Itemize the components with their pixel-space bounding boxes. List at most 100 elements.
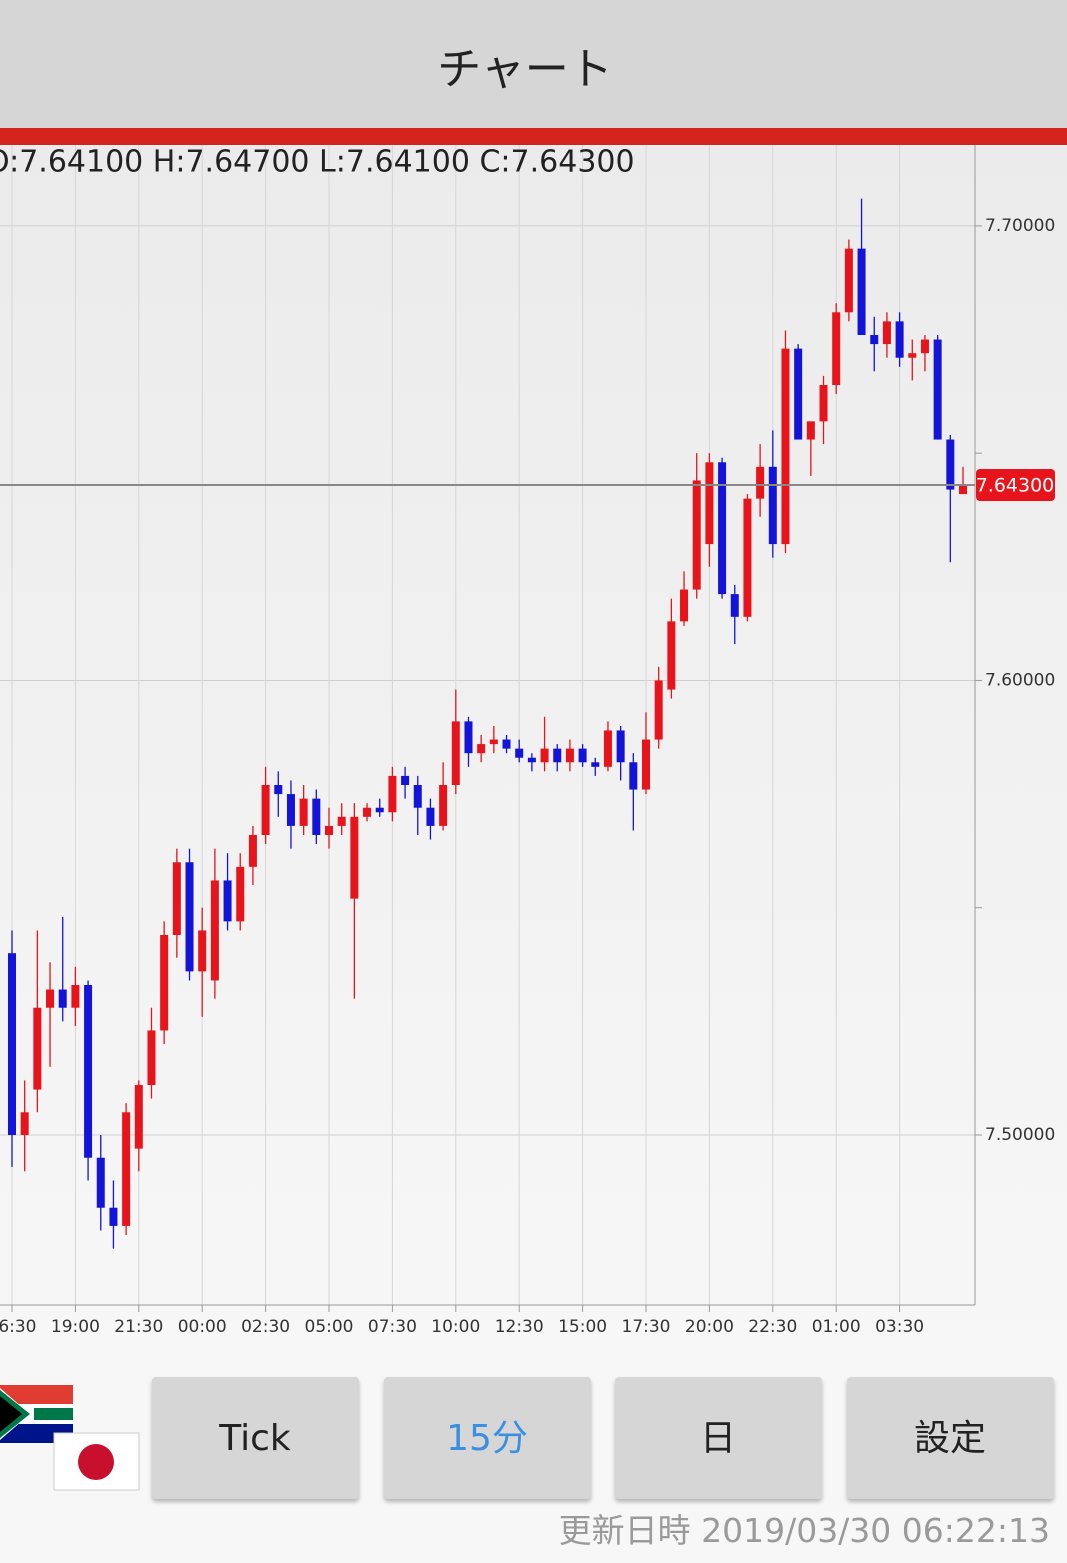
candle-body bbox=[71, 985, 80, 1008]
candle-body bbox=[768, 466, 777, 545]
candle-body bbox=[401, 775, 410, 785]
candle-body bbox=[388, 775, 397, 813]
candle-body bbox=[603, 730, 612, 767]
tab-button[interactable] bbox=[615, 1377, 822, 1499]
app-bar bbox=[0, 0, 1067, 128]
candle-body bbox=[794, 348, 803, 440]
candle-body bbox=[58, 989, 67, 1008]
x-tick-label: 01:00 bbox=[812, 1317, 861, 1337]
x-tick-label: 15:00 bbox=[558, 1317, 607, 1337]
candle-body bbox=[185, 862, 194, 972]
candle-body bbox=[160, 935, 169, 1031]
candle-body bbox=[198, 930, 207, 972]
x-tick-label: 19:00 bbox=[51, 1317, 100, 1337]
accent-bar bbox=[0, 128, 1067, 145]
update-timestamp: 2019/03/30 06:22:13 bbox=[701, 1511, 1050, 1550]
candle-body bbox=[565, 748, 574, 763]
candle-body bbox=[464, 721, 473, 754]
x-tick-label: 00:00 bbox=[178, 1317, 227, 1337]
x-tick-label: 02:30 bbox=[241, 1317, 290, 1337]
candle-body bbox=[515, 748, 524, 758]
tab-button[interactable] bbox=[152, 1377, 359, 1499]
flag-japan bbox=[53, 1432, 140, 1491]
candle-body bbox=[743, 498, 752, 617]
candle-body bbox=[692, 480, 701, 590]
candle-body bbox=[680, 589, 689, 622]
candle-body bbox=[363, 807, 372, 817]
candle-body bbox=[477, 744, 486, 754]
candle-body bbox=[933, 339, 942, 440]
candle-body bbox=[312, 798, 321, 835]
candle-body bbox=[96, 1157, 105, 1208]
y-tick-label: 7.70000 bbox=[985, 216, 1055, 236]
candle-body bbox=[299, 798, 308, 826]
y-tick-label: 7.60000 bbox=[985, 670, 1055, 690]
candle-body bbox=[84, 985, 93, 1158]
x-tick-label: 07:30 bbox=[368, 1317, 417, 1337]
candle-body bbox=[286, 794, 295, 826]
candle-body bbox=[806, 421, 815, 440]
candle-body bbox=[274, 785, 283, 795]
candle-body bbox=[718, 462, 727, 595]
candle-body bbox=[642, 739, 650, 790]
update-label: 更新日時 bbox=[559, 1511, 691, 1550]
candle-body bbox=[819, 385, 828, 422]
tab-button-label[interactable]: 15分 bbox=[446, 1418, 528, 1459]
candle-body bbox=[134, 1085, 143, 1149]
candle-body bbox=[439, 785, 448, 826]
y-tick-label: 7.50000 bbox=[985, 1125, 1055, 1145]
candle-body bbox=[781, 348, 790, 545]
candle-body bbox=[8, 953, 16, 1135]
candle-body bbox=[147, 1030, 156, 1085]
candle-body bbox=[46, 989, 55, 1008]
candle-body bbox=[946, 439, 955, 490]
candle-body bbox=[210, 880, 219, 981]
x-tick-label: 10:00 bbox=[431, 1317, 480, 1337]
candle-body bbox=[882, 321, 891, 345]
tab-button[interactable] bbox=[847, 1377, 1054, 1499]
tab-button-label[interactable]: 日 bbox=[700, 1418, 736, 1459]
candle-body bbox=[629, 762, 638, 790]
chart-background bbox=[0, 145, 1067, 1360]
candle-body bbox=[832, 312, 841, 385]
candle-body bbox=[33, 1007, 42, 1090]
x-tick-label: 16:30 bbox=[0, 1317, 37, 1337]
candle-body bbox=[959, 485, 967, 495]
candle-body bbox=[109, 1207, 118, 1226]
candle-body bbox=[248, 835, 257, 867]
candle-body bbox=[527, 757, 536, 763]
x-tick-label: 22:30 bbox=[748, 1317, 797, 1337]
candle-body bbox=[350, 816, 359, 899]
candle-body bbox=[920, 339, 929, 354]
tab-button[interactable] bbox=[384, 1377, 591, 1499]
x-tick-label: 20:00 bbox=[685, 1317, 734, 1337]
candle-body bbox=[756, 466, 765, 499]
candle-body bbox=[591, 762, 600, 767]
chart: 7.50000 7.60000 7.70000 16:30 19:00 21:30 00:0… bbox=[0, 145, 1055, 1337]
candle-body bbox=[375, 807, 384, 813]
candle-body bbox=[223, 880, 232, 922]
ohlc-readout: O:7.64100 H:7.64700 L:7.64100 C:7.64300 bbox=[0, 145, 635, 180]
candle-body bbox=[730, 594, 739, 617]
app-title: チャート bbox=[437, 44, 613, 95]
tab-button-label[interactable]: Tick bbox=[218, 1418, 291, 1459]
candle-body bbox=[451, 721, 460, 785]
candle-body bbox=[895, 321, 904, 358]
candle-body bbox=[337, 816, 346, 826]
button-bar: Tick 15分 日 設定 bbox=[152, 1377, 1054, 1499]
candle-body bbox=[502, 739, 511, 749]
candle-body bbox=[489, 739, 498, 745]
candle-body bbox=[413, 785, 422, 808]
tab-button-label[interactable]: 設定 bbox=[914, 1418, 986, 1459]
x-tick-label: 12:30 bbox=[495, 1317, 544, 1337]
x-tick-label: 17:30 bbox=[622, 1317, 671, 1337]
x-tick-label: 21:30 bbox=[114, 1317, 163, 1337]
candle-body bbox=[540, 748, 549, 763]
candle-body bbox=[261, 785, 270, 835]
candle-body bbox=[172, 862, 181, 935]
candle-body bbox=[20, 1112, 29, 1135]
candle-body bbox=[654, 680, 663, 740]
candle-body bbox=[870, 335, 879, 345]
